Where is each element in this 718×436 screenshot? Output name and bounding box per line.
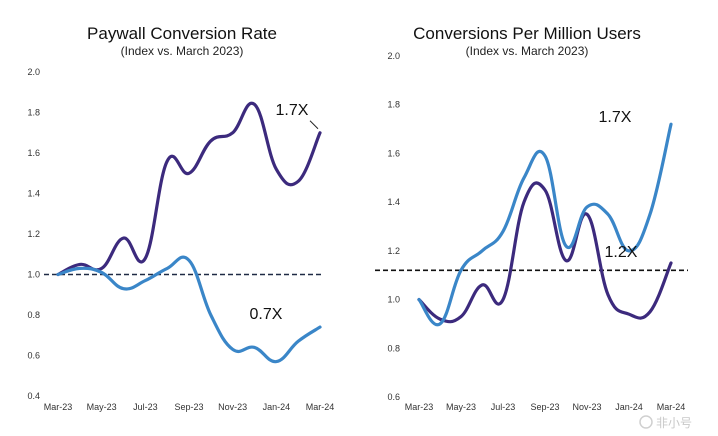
- y-tick-label: 0.6: [387, 392, 400, 402]
- x-tick-label: Nov-23: [218, 402, 247, 412]
- chart-title: Conversions Per Million Users: [413, 24, 641, 43]
- annotation-label: 1.2X: [605, 244, 638, 261]
- chart-subtitle: (Index vs. March 2023): [466, 44, 589, 58]
- y-tick-label: 1.6: [27, 148, 40, 158]
- annotation-label: 0.7X: [250, 306, 283, 323]
- x-tick-label: Jan-24: [263, 402, 291, 412]
- chart-subtitle: (Index vs. March 2023): [121, 44, 244, 58]
- x-tick-label: May-23: [87, 402, 117, 412]
- y-axis: 2.0 1.8 1.6 1.4 1.2 1.0 0.8 0.6 0.4: [27, 67, 40, 401]
- y-tick-label: 2.0: [387, 51, 400, 61]
- y-tick-label: 1.6: [387, 148, 400, 158]
- logo-icon: [639, 415, 653, 429]
- y-tick-label: 1.8: [387, 100, 400, 110]
- x-tick-label: Mar-24: [657, 402, 686, 412]
- annotations: 1.7X 0.7X: [250, 102, 319, 323]
- x-tick-label: Sep-23: [174, 402, 203, 412]
- y-tick-label: 0.8: [387, 343, 400, 353]
- x-tick-label: Mar-23: [44, 402, 73, 412]
- x-tick-label: Jul-23: [133, 402, 158, 412]
- series-line-1: [417, 122, 673, 327]
- annotation-label: 1.7X: [599, 109, 632, 126]
- x-tick-label: Sep-23: [530, 402, 559, 412]
- series-group: [56, 101, 322, 364]
- y-tick-label: 0.8: [27, 310, 40, 320]
- chart-title: Paywall Conversion Rate: [87, 24, 277, 43]
- annotation-label: 1.7X: [276, 102, 309, 119]
- y-tick-label: 1.2: [27, 229, 40, 239]
- y-tick-label: 1.4: [387, 197, 400, 207]
- x-axis: Mar-23 May-23 Jul-23 Sep-23 Nov-23 Jan-24 Mar-…: [44, 402, 335, 412]
- chart-conversions-per-million-users: Conversions Per Million Users (Index vs.…: [375, 24, 688, 412]
- x-tick-label: May-23: [446, 402, 476, 412]
- y-tick-label: 1.4: [27, 189, 40, 199]
- y-tick-label: 0.6: [27, 351, 40, 361]
- series-line-0: [56, 101, 322, 277]
- x-tick-label: Jul-23: [491, 402, 516, 412]
- y-tick-label: 1.2: [387, 246, 400, 256]
- watermark: 非小号: [639, 415, 692, 430]
- y-tick-label: 0.4: [27, 391, 40, 401]
- y-tick-label: 1.0: [387, 295, 400, 305]
- y-tick-label: 1.0: [27, 270, 40, 280]
- y-tick-label: 2.0: [27, 67, 40, 77]
- x-tick-label: Nov-23: [572, 402, 601, 412]
- series-line-1: [56, 255, 322, 364]
- x-tick-label: Mar-24: [306, 402, 335, 412]
- y-axis: 2.0 1.8 1.6 1.4 1.2 1.0 0.8 0.6: [387, 51, 400, 402]
- watermark-text: 非小号: [656, 416, 692, 430]
- x-axis: Mar-23 May-23 Jul-23 Sep-23 Nov-23 Jan-24 Mar-…: [405, 402, 686, 412]
- series-group: [417, 122, 673, 327]
- chart-paywall-conversion-rate: Paywall Conversion Rate (Index vs. March…: [27, 24, 334, 412]
- series-line-0: [417, 181, 673, 324]
- annotation-leader-line: [309, 120, 319, 130]
- annotations: 1.7X 1.2X: [599, 109, 638, 261]
- x-tick-label: Mar-23: [405, 402, 434, 412]
- y-tick-label: 1.8: [27, 108, 40, 118]
- x-tick-label: Jan-24: [615, 402, 643, 412]
